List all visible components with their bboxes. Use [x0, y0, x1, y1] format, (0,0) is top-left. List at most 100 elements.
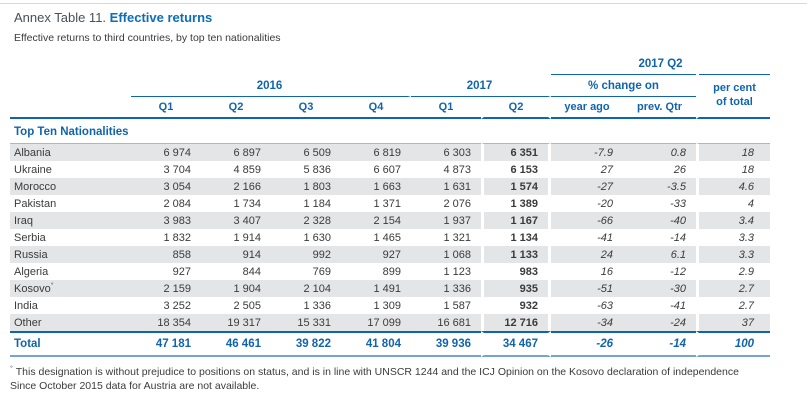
cell-2016-q4: 1 371 — [373, 197, 401, 210]
nationality-cell: Other — [10, 314, 131, 331]
cell-pct-of-total: 3.4 — [696, 212, 771, 229]
cell-2016-q3: 769 — [312, 265, 331, 278]
footnote-text-2: Since October 2015 data for Austria are … — [10, 380, 260, 393]
cell-2016-q1: 3 054 — [131, 178, 201, 195]
cell-2017-q2: 935 — [481, 280, 551, 297]
per-cent-line1: per cent — [713, 82, 756, 95]
footnote-marker: ° — [10, 365, 13, 373]
cell-2016-q2: 6 897 — [201, 143, 271, 161]
table-row: Morocco 3 054 2 166 1 803 1 663 1 631 1 574 -27… — [10, 178, 771, 195]
group-header-2017-q2: 2017 Q2 — [551, 54, 771, 76]
nationality-cell: India — [14, 299, 38, 312]
total-2017-q1: 39 936 — [411, 331, 481, 357]
cell-2016-q4: 6 819 — [341, 143, 411, 161]
cell-2017-q2: 6 351 — [481, 143, 551, 161]
cell-2017-q1: 16 681 — [411, 314, 481, 331]
cell-2016-q2: 914 — [201, 246, 271, 263]
cell-2016-q4: 1 309 — [373, 299, 401, 312]
cell-2016-q2: 1 904 — [201, 280, 271, 297]
cell-2017-q2: 1 167 — [481, 212, 551, 229]
footnote: ° This designation is without prejudice … — [10, 365, 785, 393]
column-header-2016-q1: Q1 — [131, 97, 201, 119]
cell-2016-q2: 1 734 — [233, 197, 261, 210]
cell-2017-q1: 1 123 — [443, 265, 471, 278]
cell-2016-q1: 18 354 — [131, 314, 201, 331]
cell-2016-q4: 1 663 — [341, 178, 411, 195]
cell-2017-q1: 1 587 — [443, 299, 471, 312]
cell-pct-of-total: 4 — [696, 195, 770, 212]
nationality-cell: Albania — [10, 143, 131, 161]
cell-2016-q2: 2 166 — [201, 178, 271, 195]
cell-year-ago: -7.9 — [551, 143, 623, 161]
cell-year-ago: -63 — [597, 299, 613, 312]
cell-2016-q1: 3 983 — [131, 212, 201, 229]
page-content: Annex Table 11. Effective returns Effect… — [10, 10, 785, 393]
cell-2016-q4: 899 — [382, 265, 401, 278]
group-header-2016: 2016 — [131, 75, 411, 97]
table-row: Serbia 1 832 1 914 1 630 1 465 1 321 1 134 -41 -… — [10, 229, 770, 246]
cell-prev-qtr: -12 — [670, 265, 686, 278]
cell-pct-of-total: 2.7 — [696, 280, 771, 297]
cell-pct-of-total: 2.9 — [696, 263, 770, 280]
nationality-cell: Pakistan — [14, 197, 57, 210]
cell-prev-qtr: -40 — [623, 212, 696, 229]
cell-2016-q3: 15 331 — [271, 314, 341, 331]
total-2016-q1: 47 181 — [131, 331, 201, 357]
footnote-text-1: This designation is without prejudice to… — [15, 366, 739, 378]
table-row: Kosovo° 2 159 1 904 2 104 1 491 1 336 935 -51 -3… — [10, 280, 771, 297]
section-heading-row: Top Ten Nationalities — [10, 119, 770, 143]
group-header-2017: 2017 — [411, 75, 551, 97]
total-label: Total — [10, 331, 131, 357]
table-row: Russia 858 914 992 927 1 068 1 133 24 6.1 3.3 — [10, 246, 771, 263]
kosovo-footnote-marker: ° — [50, 281, 54, 289]
cell-2017-q2: 983 — [481, 263, 551, 280]
cell-year-ago: -27 — [551, 178, 623, 195]
per-cent-line2: of total — [716, 96, 753, 108]
cell-2017-q2: 12 716 — [481, 314, 551, 331]
cell-2017-q1: 1 068 — [411, 246, 481, 263]
cell-prev-qtr: -24 — [623, 314, 696, 331]
cell-2016-q2: 844 — [242, 265, 261, 278]
cell-prev-qtr: -30 — [623, 280, 696, 297]
table-row: India 3 252 2 505 1 336 1 309 1 587 932 -63 -41 2… — [10, 297, 770, 314]
total-pct-of-total: 100 — [696, 331, 771, 357]
total-year-ago: -26 — [551, 331, 623, 357]
cell-pct-of-total: 18 — [696, 161, 770, 178]
cell-2016-q3: 1 336 — [303, 299, 331, 312]
cell-2017-q2: 932 — [481, 297, 551, 314]
cell-2016-q3: 2 104 — [271, 280, 341, 297]
cell-prev-qtr: 26 — [673, 163, 686, 176]
cell-2017-q1: 2 076 — [443, 197, 471, 210]
cell-2016-q4: 6 607 — [373, 163, 401, 176]
total-2016-q4: 41 804 — [341, 331, 411, 357]
cell-2016-q2: 1 914 — [233, 231, 261, 244]
cell-year-ago: 27 — [600, 163, 613, 176]
cell-2017-q2: 1 574 — [481, 178, 551, 195]
cell-year-ago: -66 — [551, 212, 623, 229]
column-header-2016-q3: Q3 — [271, 97, 341, 119]
nationality-column-header — [10, 54, 131, 119]
cell-2017-q1: 4 873 — [443, 163, 471, 176]
page-subtitle: Effective returns to third countries, by… — [14, 32, 281, 44]
effective-returns-table: 2017 Q2 2016 2017 % change on per cent o… — [10, 54, 771, 357]
cell-2016-q1: 3 252 — [163, 299, 191, 312]
cell-pct-of-total: 18 — [696, 143, 771, 161]
total-2017-q2: 34 467 — [481, 331, 551, 357]
cell-2017-q1: 1 937 — [411, 212, 481, 229]
column-header-2016-q2: Q2 — [201, 97, 271, 119]
cell-prev-qtr: -3.5 — [623, 178, 696, 195]
cell-year-ago: -41 — [597, 231, 613, 244]
cell-2016-q1: 927 — [172, 265, 191, 278]
cell-2016-q4: 1 465 — [373, 231, 401, 244]
section-heading: Top Ten Nationalities — [14, 126, 129, 138]
table-row: Algeria 927 844 769 899 1 123 983 16 -12 2.9 — [10, 263, 770, 280]
cell-year-ago: -20 — [597, 197, 613, 210]
cell-year-ago: -34 — [551, 314, 623, 331]
cell-2017-q2: 1 133 — [481, 246, 551, 263]
cell-2017-q2: 1 389 — [481, 195, 551, 212]
column-header-2016-q4: Q4 — [341, 97, 411, 119]
footnote-line-2: Since October 2015 data for Austria are … — [10, 379, 785, 393]
cell-2016-q3: 2 328 — [271, 212, 341, 229]
cell-2016-q2: 3 407 — [201, 212, 271, 229]
nationality-cell: Serbia — [14, 231, 46, 244]
